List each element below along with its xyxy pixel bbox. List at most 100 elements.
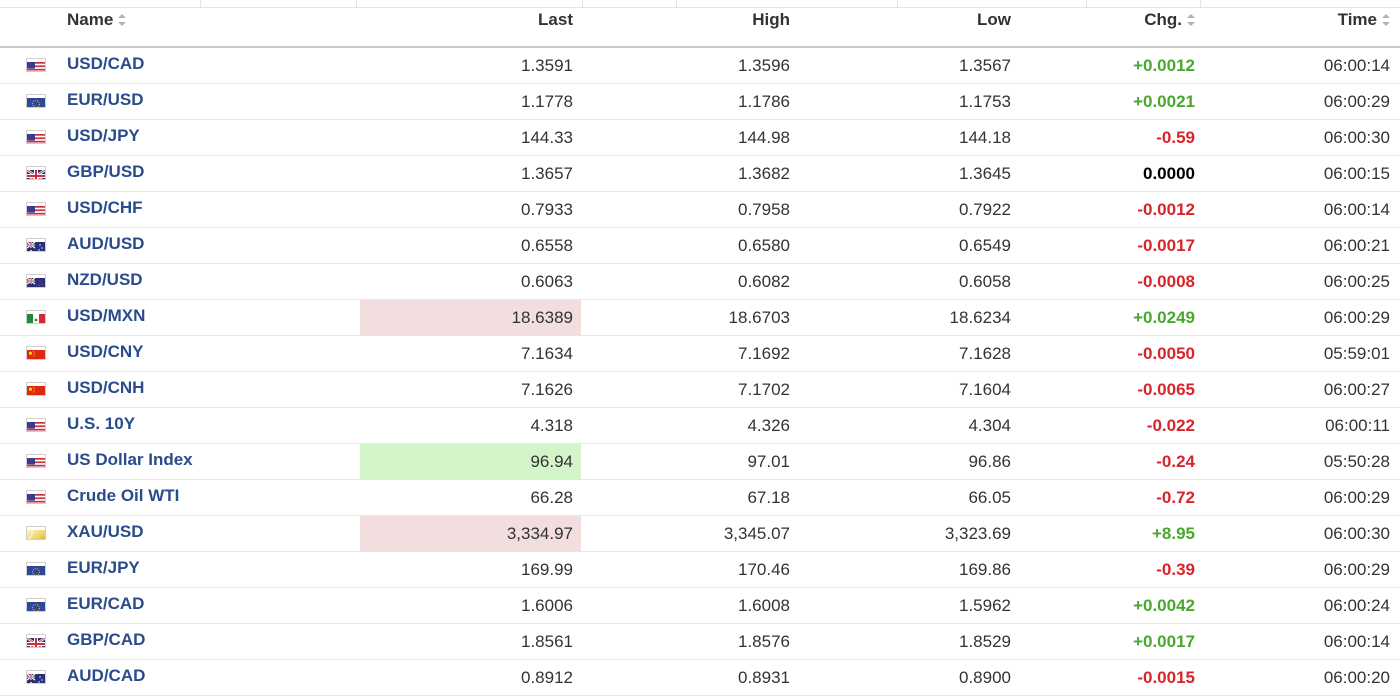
update-time: 06:00:29 [1323,92,1390,111]
update-time: 06:00:30 [1323,128,1390,147]
update-time: 05:50:28 [1323,452,1390,471]
last-price: 18.6389 [360,300,581,335]
high-price: 67.18 [747,488,790,507]
update-time: 06:00:11 [1325,416,1390,435]
us-flag-icon [26,130,46,144]
instrument-link[interactable]: USD/MXN [67,306,146,325]
table-header: Name Last High Low Chg. Time [0,0,1400,48]
instrument-link[interactable]: XAU/USD [67,522,144,541]
last-price: 1.8561 [521,632,573,651]
low-price: 18.6234 [949,308,1011,327]
table-row[interactable]: EUR/USD 1.1778 1.1786 1.1753 +0.0021 06:00:29 [0,84,1400,120]
instrument-link[interactable]: EUR/USD [67,90,144,109]
low-price: 0.6058 [959,272,1011,291]
column-header-name[interactable]: Name [67,10,127,30]
table-row[interactable]: USD/CNH 7.1626 7.1702 7.1604 -0.0065 06:00:27 [0,372,1400,408]
low-price: 1.3567 [959,56,1011,75]
last-price: 7.1626 [521,380,573,399]
table-row[interactable]: XAU/USD 3,334.97 3,345.07 3,323.69 +8.95 06:0… [0,516,1400,552]
table-row[interactable]: US Dollar Index 96.94 97.01 96.86 -0.24 05:50… [0,444,1400,480]
last-price: 169.99 [521,560,573,579]
instrument-link[interactable]: USD/CHF [67,198,143,217]
instrument-link[interactable]: USD/CNY [67,342,144,361]
sort-icon[interactable] [118,13,127,26]
table-row[interactable]: USD/CAD 1.3591 1.3596 1.3567 +0.0012 06:00:14 [0,48,1400,84]
gold-icon [26,526,46,540]
instrument-link[interactable]: USD/CNH [67,378,145,397]
column-header-low[interactable]: Low [800,10,1011,30]
table-row[interactable]: EUR/JPY 169.99 170.46 169.86 -0.39 06:00:29 [0,552,1400,588]
change-value: +0.0021 [1133,92,1195,111]
high-price: 1.6008 [738,596,790,615]
high-price: 3,345.07 [723,524,790,543]
high-price: 144.98 [738,128,790,147]
last-price: 1.1778 [521,92,573,111]
table-row[interactable]: GBP/CAD 1.8561 1.8576 1.8529 +0.0017 06:00:14 [0,624,1400,660]
change-value: -0.022 [1146,416,1195,435]
low-price: 169.86 [959,560,1011,579]
update-time: 06:00:25 [1323,272,1390,291]
high-price: 4.326 [747,416,790,435]
low-price: 3,323.69 [944,524,1011,543]
table-row[interactable]: NZD/USD 0.6063 0.6082 0.6058 -0.0008 06:00:25 [0,264,1400,300]
instrument-link[interactable]: U.S. 10Y [67,414,136,433]
last-price: 3,334.97 [360,516,581,551]
change-value: -0.0017 [1137,236,1195,255]
table-row[interactable]: USD/CNY 7.1634 7.1692 7.1628 -0.0050 05:59:01 [0,336,1400,372]
high-price: 7.1692 [738,344,790,363]
instrument-link[interactable]: Crude Oil WTI [67,486,180,505]
instrument-link[interactable]: EUR/JPY [67,558,140,577]
low-price: 66.05 [968,488,1011,507]
instrument-link[interactable]: GBP/USD [67,162,145,181]
column-header-chg[interactable]: Chg. [1020,10,1195,30]
column-header-high[interactable]: High [582,10,790,30]
change-value: 0.0000 [1143,164,1195,183]
table-row[interactable]: USD/JPY 144.33 144.98 144.18 -0.59 06:00:30 [0,120,1400,156]
us-flag-icon [26,58,46,72]
change-value: +0.0042 [1133,596,1195,615]
sort-icon[interactable] [1382,13,1390,26]
table-row[interactable]: GBP/USD 1.3657 1.3682 1.3645 0.0000 06:00:15 [0,156,1400,192]
high-price: 0.8931 [738,668,790,687]
change-value: -0.0015 [1137,668,1195,687]
sort-icon[interactable] [1187,13,1195,26]
column-header-time-label: Time [1337,10,1377,29]
table-row[interactable]: USD/MXN 18.6389 18.6703 18.6234 +0.0249 06:00… [0,300,1400,336]
instrument-link[interactable]: US Dollar Index [67,450,193,469]
eu-flag-icon [26,562,46,576]
instrument-link[interactable]: AUD/USD [67,234,145,253]
change-value: -0.0065 [1137,380,1195,399]
instrument-link[interactable]: GBP/CAD [67,630,146,649]
low-price: 0.8900 [959,668,1011,687]
instrument-link[interactable]: USD/JPY [67,126,140,145]
high-price: 97.01 [747,452,790,471]
high-price: 1.3682 [738,164,790,183]
column-header-last[interactable]: Last [360,10,573,30]
instrument-link[interactable]: USD/CAD [67,54,145,73]
cn-flag-icon [26,346,46,360]
table-row[interactable]: USD/CHF 0.7933 0.7958 0.7922 -0.0012 06:00:14 [0,192,1400,228]
high-price: 1.8576 [738,632,790,651]
table-row[interactable]: AUD/USD 0.6558 0.6580 0.6549 -0.0017 06:00:21 [0,228,1400,264]
instrument-link[interactable]: EUR/CAD [67,594,145,613]
us-flag-icon [26,490,46,504]
low-price: 0.6549 [959,236,1011,255]
change-value: -0.24 [1156,452,1195,471]
low-price: 7.1628 [959,344,1011,363]
table-row[interactable]: Crude Oil WTI 66.28 67.18 66.05 -0.72 06:00:2… [0,480,1400,516]
change-value: -0.72 [1156,488,1195,507]
high-price: 0.7958 [738,200,790,219]
low-price: 96.86 [968,452,1011,471]
low-price: 0.7922 [959,200,1011,219]
column-header-name-label: Name [67,10,114,29]
instrument-link[interactable]: AUD/CAD [67,666,146,685]
low-price: 1.1753 [959,92,1011,111]
table-row[interactable]: AUD/CAD 0.8912 0.8931 0.8900 -0.0015 06:00:20 [0,660,1400,696]
instrument-link[interactable]: NZD/USD [67,270,143,289]
high-price: 170.46 [738,560,790,579]
table-row[interactable]: U.S. 10Y 4.318 4.326 4.304 -0.022 06:00:11 [0,408,1400,444]
change-value: +0.0017 [1133,632,1195,651]
us-flag-icon [26,202,46,216]
table-row[interactable]: EUR/CAD 1.6006 1.6008 1.5962 +0.0042 06:00:24 [0,588,1400,624]
column-header-time[interactable]: Time [1200,10,1390,30]
